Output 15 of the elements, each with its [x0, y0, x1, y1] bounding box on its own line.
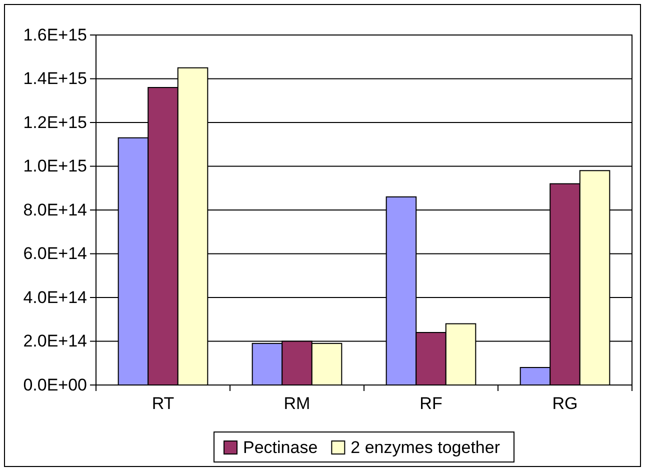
y-tick-label: 1.6E+15	[23, 25, 87, 44]
y-tick-label: 0.0E+00	[23, 375, 87, 394]
x-tick-label: RF	[420, 394, 442, 414]
x-tick-label: RM	[284, 394, 310, 414]
y-tick-label: 1.2E+15	[23, 112, 87, 132]
x-tick-label: RT	[152, 394, 174, 414]
y-tick-label: 4.0E+14	[23, 288, 87, 307]
y-tick-label: 8.0E+14	[23, 200, 87, 220]
legend-label: Pectinase	[243, 438, 318, 457]
x-tick-label: RG	[552, 394, 578, 414]
y-tick-label: 2.0E+14	[23, 332, 87, 351]
y-tick-label: 1.4E+15	[23, 69, 87, 88]
y-tick-label: 1.0E+15	[23, 156, 87, 176]
legend-label: 2 enzymes together	[350, 438, 500, 457]
y-tick-label: 6.0E+14	[23, 244, 87, 264]
